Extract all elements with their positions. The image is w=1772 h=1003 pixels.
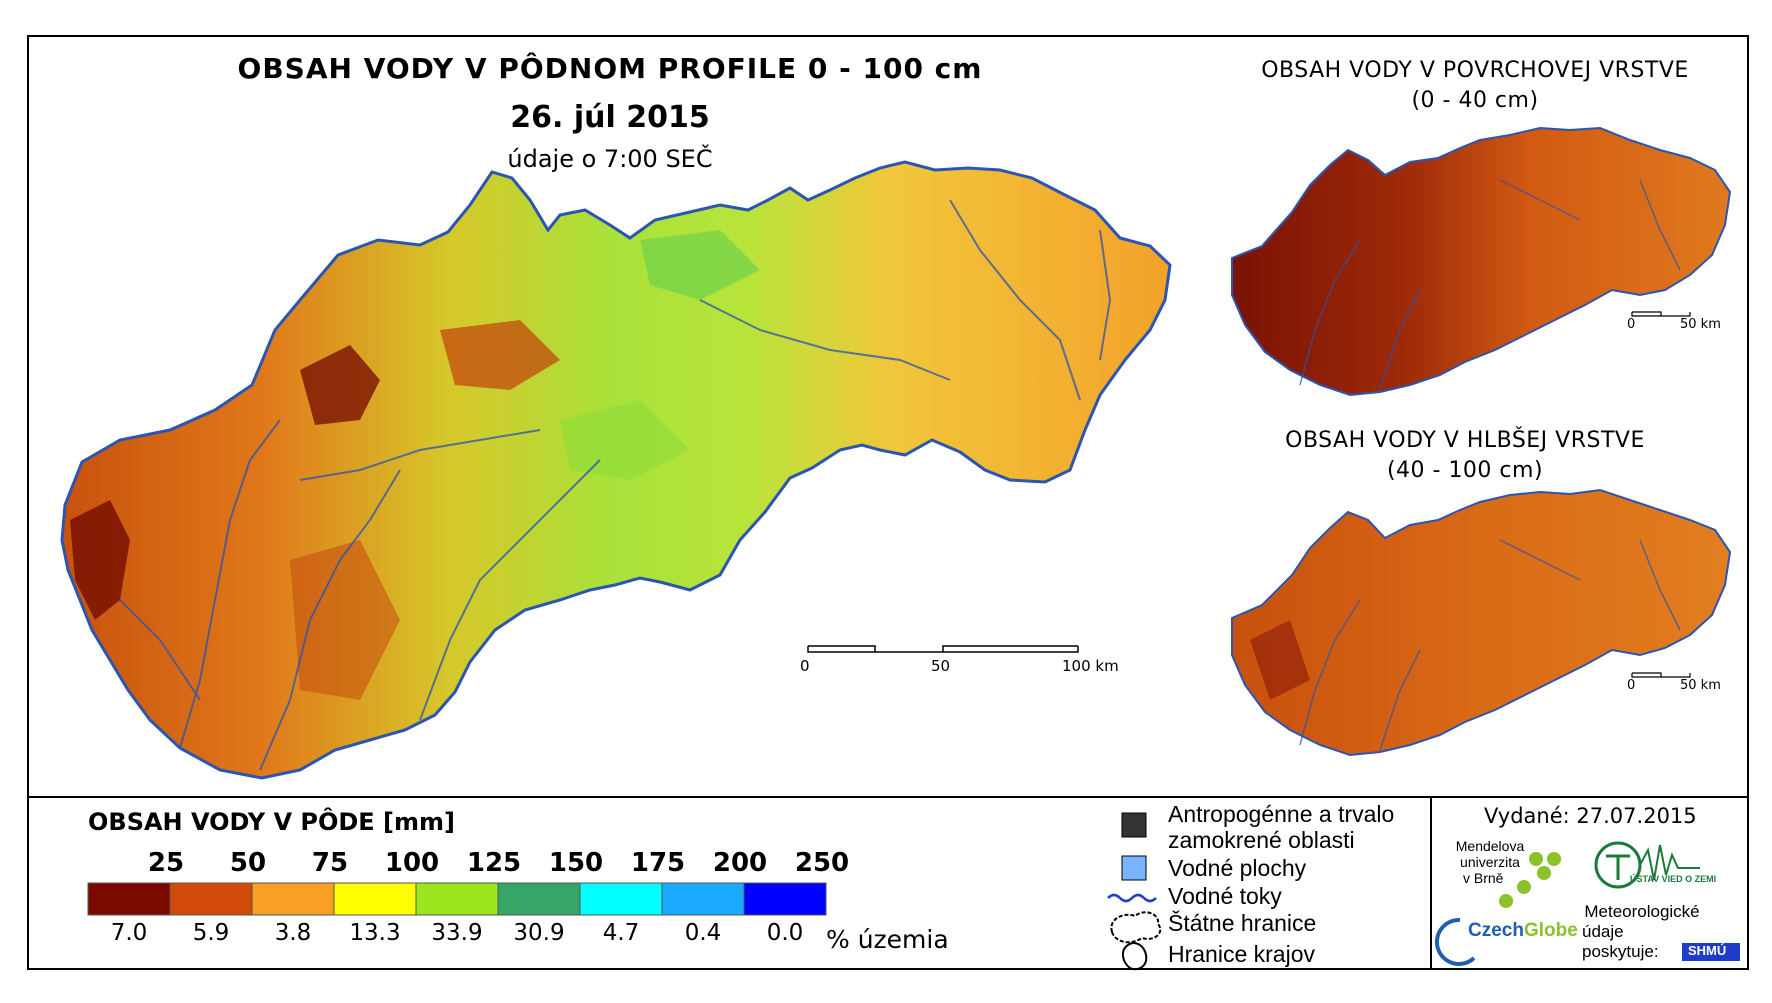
legend-percentage: 0.0	[766, 920, 804, 946]
legend-percentage: 30.9	[513, 920, 565, 946]
legend-percentage: 7.0	[110, 920, 148, 946]
legend-class-label: 75	[311, 848, 349, 878]
surface-scale-label-50: 50 km	[1680, 317, 1721, 332]
legend-class-label: 250	[794, 848, 850, 878]
legend-class-label: 200	[712, 848, 768, 878]
surface-scale-bar	[1631, 311, 1691, 317]
main-map-time: údaje o 7:00 SEČ	[507, 145, 713, 173]
mendel-name-line2: univerzita	[1460, 854, 1520, 870]
shmu-logo	[1682, 943, 1740, 961]
legend-swatch	[169, 882, 253, 916]
surface-map-territory	[1231, 126, 1732, 397]
anthropogenic-label-line2: zamokrené oblasti	[1168, 827, 1355, 853]
deep-map-title: OBSAH VODY V HLBŠEJ VRSTVE	[1285, 428, 1645, 453]
legend-swatch	[743, 882, 827, 916]
deep-scale-label-0: 0	[1627, 678, 1636, 693]
surface-scale-label-0: 0	[1627, 317, 1636, 332]
legend-class-label: 25	[147, 848, 185, 878]
water-areas-label: Vodné plochy	[1168, 855, 1307, 881]
main-map-dry-zone-northwest	[300, 345, 380, 425]
deep-map-depth: (40 - 100 cm)	[1386, 458, 1544, 483]
legend-percentage: 0.4	[684, 920, 722, 946]
main-map-wet-zone-north	[640, 230, 760, 300]
legend-color-bar	[87, 882, 827, 916]
deep-scale-bar	[1631, 672, 1691, 678]
legend-divider	[27, 796, 1749, 798]
main-map-rivers	[119, 199, 1112, 771]
legend-swatch	[415, 882, 499, 916]
legend-percentage: 33.9	[431, 920, 483, 946]
legend-swatch	[497, 882, 581, 916]
main-map-dry-zone-west	[70, 500, 130, 620]
deep-map-rivers	[1299, 539, 1681, 751]
main-map-dry-zone-center	[440, 320, 560, 390]
anthropogenic-area-swatch	[1121, 812, 1147, 838]
surface-soil-water-map	[1231, 126, 1732, 397]
main-scale-label-0: 0	[800, 657, 810, 675]
legend-percentage: 3.8	[274, 920, 312, 946]
main-scale-label-100: 100 km	[1062, 657, 1119, 675]
legend-swatch	[87, 882, 171, 916]
legend-percent-unit: % územia	[826, 925, 949, 954]
main-scale-label-50: 50	[931, 657, 951, 675]
legend-class-label: 125	[466, 848, 522, 878]
meteo-credit-line1: Meteorologické	[1584, 902, 1700, 921]
legend-swatch	[661, 882, 745, 916]
state-border-label: Štátne hranice	[1168, 910, 1317, 936]
deep-map-dry-zone	[1250, 620, 1310, 700]
uvz-logo-text: ÚSTAV VIED O ZEMI	[1630, 874, 1717, 884]
rivers-label: Vodné toky	[1168, 883, 1282, 909]
czechglobe-logo-arc	[1434, 917, 1476, 966]
mendel-name-line1: Mendelova	[1455, 838, 1525, 854]
surface-map-depth: (0 - 40 cm)	[1411, 88, 1539, 113]
legend-swatch	[579, 882, 663, 916]
main-map-wet-zone-center	[560, 400, 690, 480]
anthropogenic-label-line1: Antropogénne a trvalo	[1168, 801, 1395, 827]
shmu-logo-text: SHMÚ	[1688, 943, 1727, 958]
mendel-name-line3: v Brně	[1463, 870, 1504, 886]
legend-swatch	[251, 882, 335, 916]
state-border-icon	[1110, 911, 1162, 944]
legend-percentage: 5.9	[192, 920, 230, 946]
legend-class-label: 50	[229, 848, 267, 878]
legend-swatch	[333, 882, 417, 916]
meteo-credit-line3: poskytuje:	[1582, 942, 1659, 961]
credits-divider	[1430, 796, 1432, 970]
deep-map-territory	[1231, 488, 1732, 757]
surface-map-title: OBSAH VODY V POVRCHOVEJ VRSTVE	[1261, 58, 1689, 83]
meteo-credit-line2: údaje	[1582, 922, 1624, 941]
main-map-title: OBSAH VODY V PÔDNOM PROFILE 0 - 100 cm	[237, 52, 983, 85]
region-border-label: Hranice krajov	[1168, 941, 1315, 967]
water-area-swatch	[1121, 855, 1147, 881]
map-frame	[27, 35, 1749, 970]
issued-date: Vydané: 27.07.2015	[1484, 804, 1697, 828]
region-border-icon	[1122, 942, 1148, 971]
main-map-date: 26. júl 2015	[510, 100, 710, 135]
legend-class-label: 150	[548, 848, 604, 878]
deep-soil-water-map	[1231, 488, 1732, 757]
deep-scale-label-50: 50 km	[1680, 678, 1721, 693]
main-scale-bar	[807, 645, 1079, 653]
mendel-logo-dots	[1499, 852, 1561, 908]
surface-map-rivers	[1299, 179, 1681, 391]
legend-class-label: 175	[630, 848, 686, 878]
legend-percentage: 4.7	[602, 920, 640, 946]
main-soil-water-map	[60, 160, 1172, 780]
river-line-icon	[1107, 893, 1157, 903]
legend-title: OBSAH VODY V PÔDE [mm]	[88, 808, 456, 836]
legend-class-label: 100	[384, 848, 440, 878]
czechglobe-logo-text: CzechGlobe	[1468, 920, 1578, 941]
uvz-logo	[1594, 841, 1700, 889]
main-map-dry-zone-south	[290, 540, 400, 700]
legend-percentage: 13.3	[349, 920, 401, 946]
